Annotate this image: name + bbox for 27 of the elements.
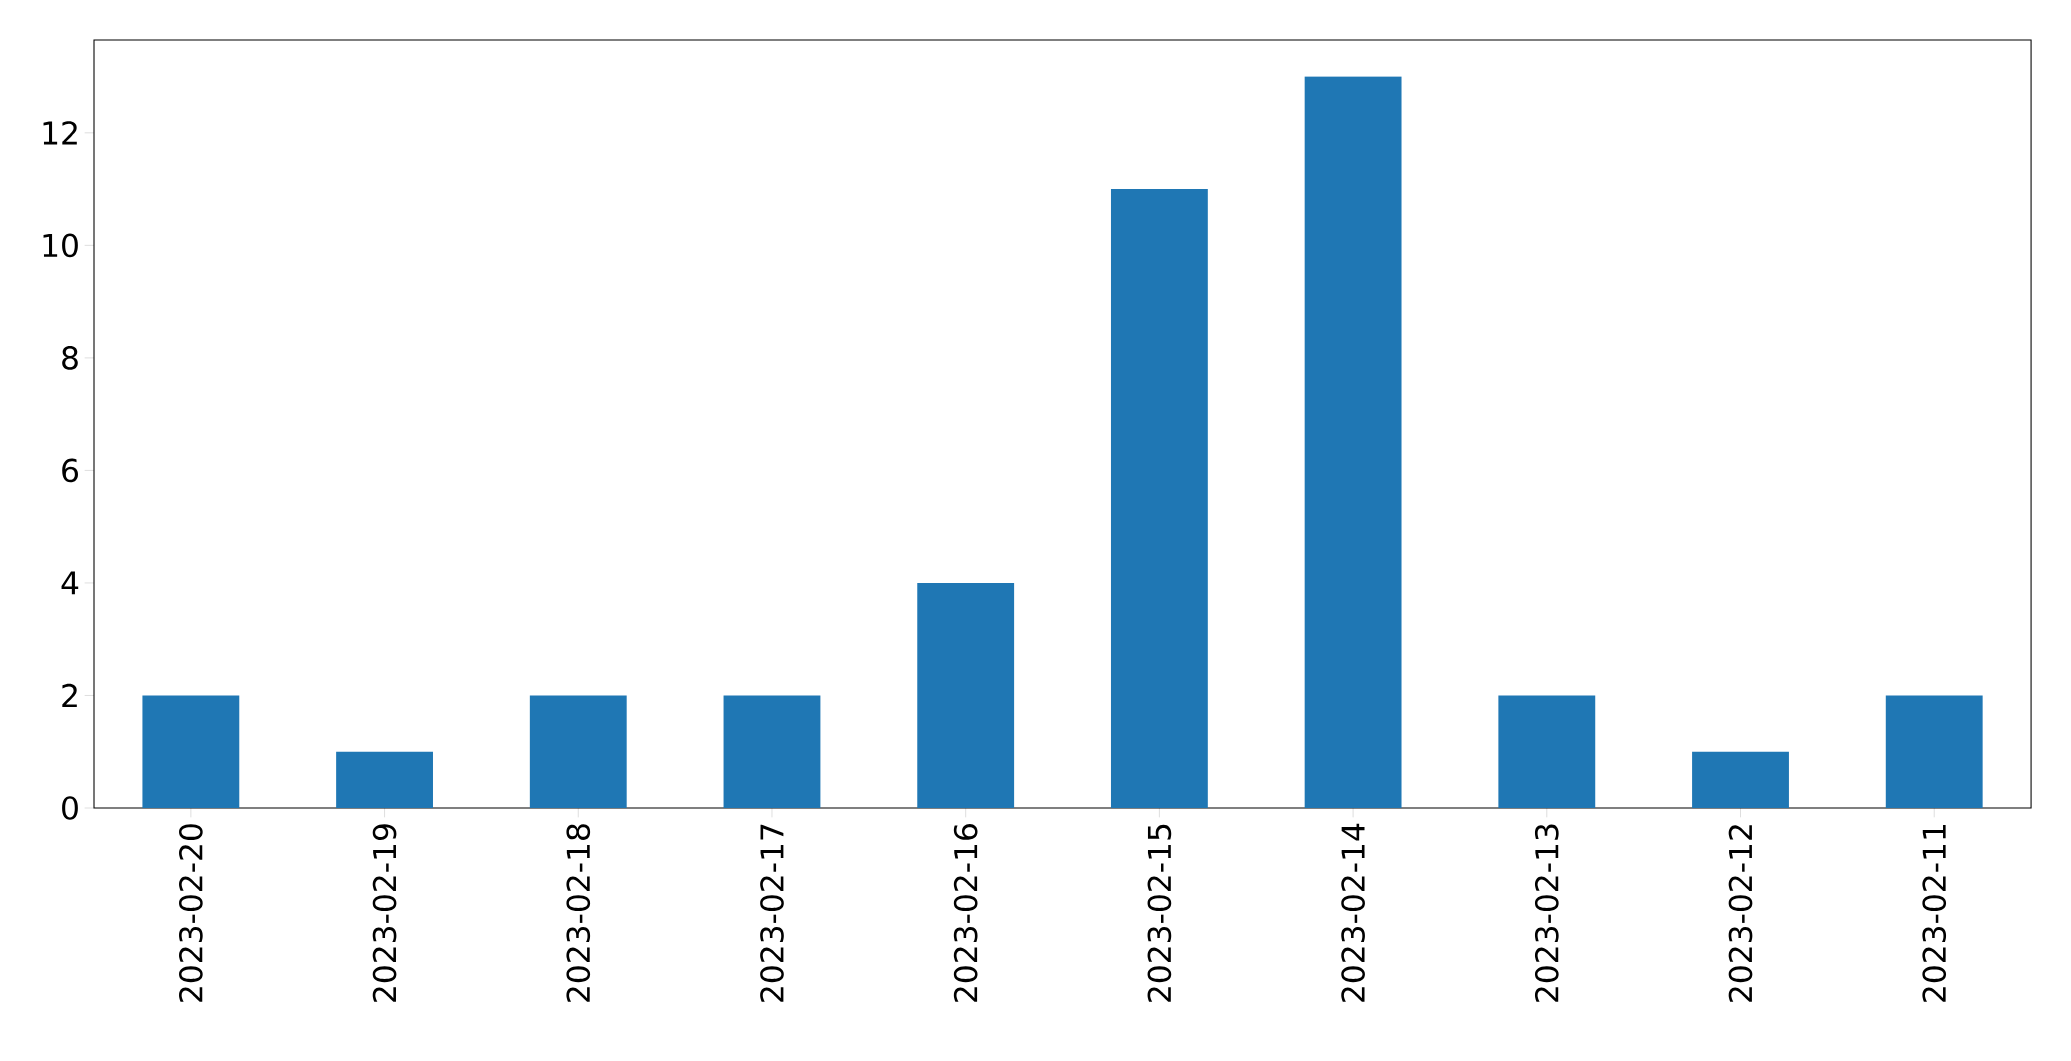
bar — [1304, 76, 1402, 808]
x-tick-label: 2023-02-20 — [179, 824, 203, 1002]
y-tick-label: 12 — [43, 121, 77, 145]
bar — [1110, 189, 1208, 808]
x-tick-label: 2023-02-12 — [1728, 825, 1753, 1002]
bar — [723, 695, 821, 808]
bar — [142, 695, 240, 808]
y-tick-label: 4 — [61, 571, 79, 595]
bar — [1692, 751, 1789, 808]
x-tick-label: 2023-02-13 — [1534, 824, 1559, 1002]
x-tick-label: 2023-02-11 — [1922, 824, 1947, 1002]
x-tick-label: 2023-02-19 — [372, 824, 397, 1002]
x-tick-label: 2023-02-17 — [760, 824, 784, 1002]
x-tick-label: 2023-02-14 — [1341, 823, 1365, 1002]
y-tick-label: 6 — [62, 458, 78, 483]
y-tick-label: 10 — [43, 233, 78, 258]
y-tick-label: 2 — [62, 683, 77, 708]
bar — [529, 695, 627, 808]
x-tick-label: 2023-02-18 — [566, 824, 591, 1002]
bar — [1885, 695, 1983, 808]
bar — [336, 751, 433, 808]
x-tick-label: 2023-02-16 — [953, 824, 978, 1002]
y-tick-label: 0 — [62, 796, 78, 820]
bar — [917, 582, 1015, 808]
bar — [1498, 695, 1596, 808]
x-tick-label: 2023-02-15 — [1147, 824, 1172, 1002]
y-tick-label: 8 — [62, 346, 78, 370]
